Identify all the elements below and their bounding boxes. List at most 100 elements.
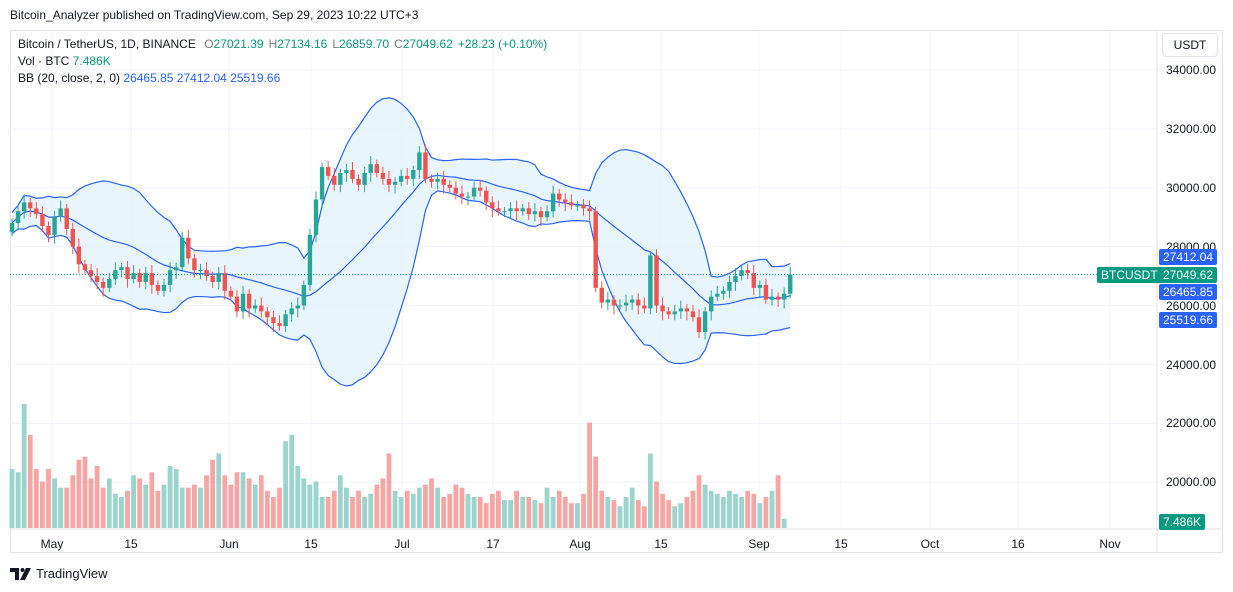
volume-bar (489, 493, 495, 528)
volume-bar (720, 497, 726, 528)
legend-ohlc-value: 27021.39 (213, 37, 264, 51)
volume-bar (94, 466, 100, 528)
candle-body (198, 270, 203, 272)
candle-body (295, 305, 300, 309)
volume-bar (538, 503, 544, 528)
candle-body (368, 164, 373, 173)
legend-ohlc-value: 26859.70 (339, 37, 390, 51)
volume-bar (52, 478, 57, 528)
candle-body (775, 296, 781, 300)
candle-body (563, 199, 568, 203)
volume-bar (331, 490, 337, 528)
volume-bar (727, 490, 732, 528)
candle-body (64, 208, 69, 229)
candle-body (180, 237, 185, 268)
volume-bar (404, 490, 410, 528)
volume-bar (295, 466, 301, 528)
volume-bar (9, 469, 15, 528)
legend-ohlc-value: 27049.62 (402, 37, 453, 51)
candle-body (508, 208, 513, 212)
candle-body (131, 273, 136, 279)
candle-body (88, 270, 94, 277)
volume-bar (739, 497, 744, 528)
candle-body (605, 299, 611, 303)
volume-bar (222, 475, 228, 528)
volume-bar (660, 493, 665, 528)
candle-body (411, 170, 416, 179)
volume-bar (228, 484, 234, 528)
volume-bar (757, 503, 763, 528)
volume-bar (319, 497, 325, 528)
legend-vol-label: Vol · BTC (18, 54, 70, 68)
tradingview-logo[interactable]: TradingView (10, 566, 108, 581)
x-tick-label: Nov (1099, 537, 1121, 551)
candle-body (642, 305, 647, 309)
volume-bar (581, 493, 586, 528)
volume-bar (502, 500, 507, 528)
candle-body (155, 284, 161, 291)
volume-bar (368, 493, 374, 528)
volume-bar (575, 503, 580, 528)
volume-bar (429, 478, 434, 528)
volume-bar (161, 484, 167, 528)
volume-bar (185, 487, 191, 528)
candle-body (204, 270, 209, 277)
tradingview-mark-icon (10, 567, 31, 580)
volume-bar (520, 497, 526, 528)
candle-body (423, 152, 428, 179)
volume-bar (386, 453, 392, 528)
candle-body (733, 276, 738, 282)
candle-body (453, 187, 459, 194)
volume-bar (708, 490, 714, 528)
candle-body (398, 175, 404, 182)
volume-bar (15, 472, 21, 528)
volume-bar (204, 475, 209, 528)
candle-body (313, 199, 319, 235)
bb-upper-tag: 27412.04 (1159, 249, 1218, 265)
candle-body (648, 255, 653, 309)
candle-body (34, 208, 39, 215)
volume-bar (380, 478, 386, 528)
candle-body (101, 281, 106, 288)
candle-body (781, 293, 787, 300)
volume-bar (684, 497, 690, 528)
volume-bar (714, 493, 720, 528)
volume-bar (544, 487, 550, 528)
volume-bar (100, 487, 106, 528)
legend-volume-row: Vol · BTC 7.486K (18, 53, 547, 70)
candle-body (684, 308, 690, 312)
legend-ohlc-key: O (204, 37, 214, 51)
candle-body (76, 246, 82, 265)
volume-bar (192, 484, 197, 528)
volume-bar (46, 469, 51, 528)
chart-frame[interactable] (10, 30, 1223, 553)
volume-bar (337, 475, 343, 528)
volume-bar (88, 478, 94, 528)
volume-bar (82, 456, 88, 528)
legend-ohlc-item: H27134.16 (269, 37, 328, 51)
candle-body (325, 167, 331, 176)
volume-bar (648, 453, 653, 528)
volume-bar (264, 490, 270, 528)
volume-bar (277, 487, 282, 528)
currency-unit-button[interactable]: USDT (1162, 33, 1218, 57)
volume-bar (496, 490, 501, 528)
volume-bar (283, 441, 288, 528)
volume-bar (137, 478, 143, 528)
candle-body (15, 211, 21, 224)
candle-body (307, 234, 313, 285)
volume-bar (745, 490, 751, 528)
candle-body (696, 317, 702, 333)
bb-lower-tag: 25519.66 (1159, 312, 1218, 328)
volume-bar (733, 493, 738, 528)
volume-bar (356, 490, 361, 528)
candle-body (514, 208, 519, 212)
candle-body (332, 175, 337, 185)
volume-bar (751, 493, 757, 528)
volume-bar (76, 459, 82, 528)
legend-ohlc-row: Bitcoin / TetherUS, 1D, BINANCE O27021.3… (18, 36, 547, 53)
volume-bar (623, 497, 629, 528)
volume-bar (702, 484, 708, 528)
candle-body (167, 270, 173, 285)
